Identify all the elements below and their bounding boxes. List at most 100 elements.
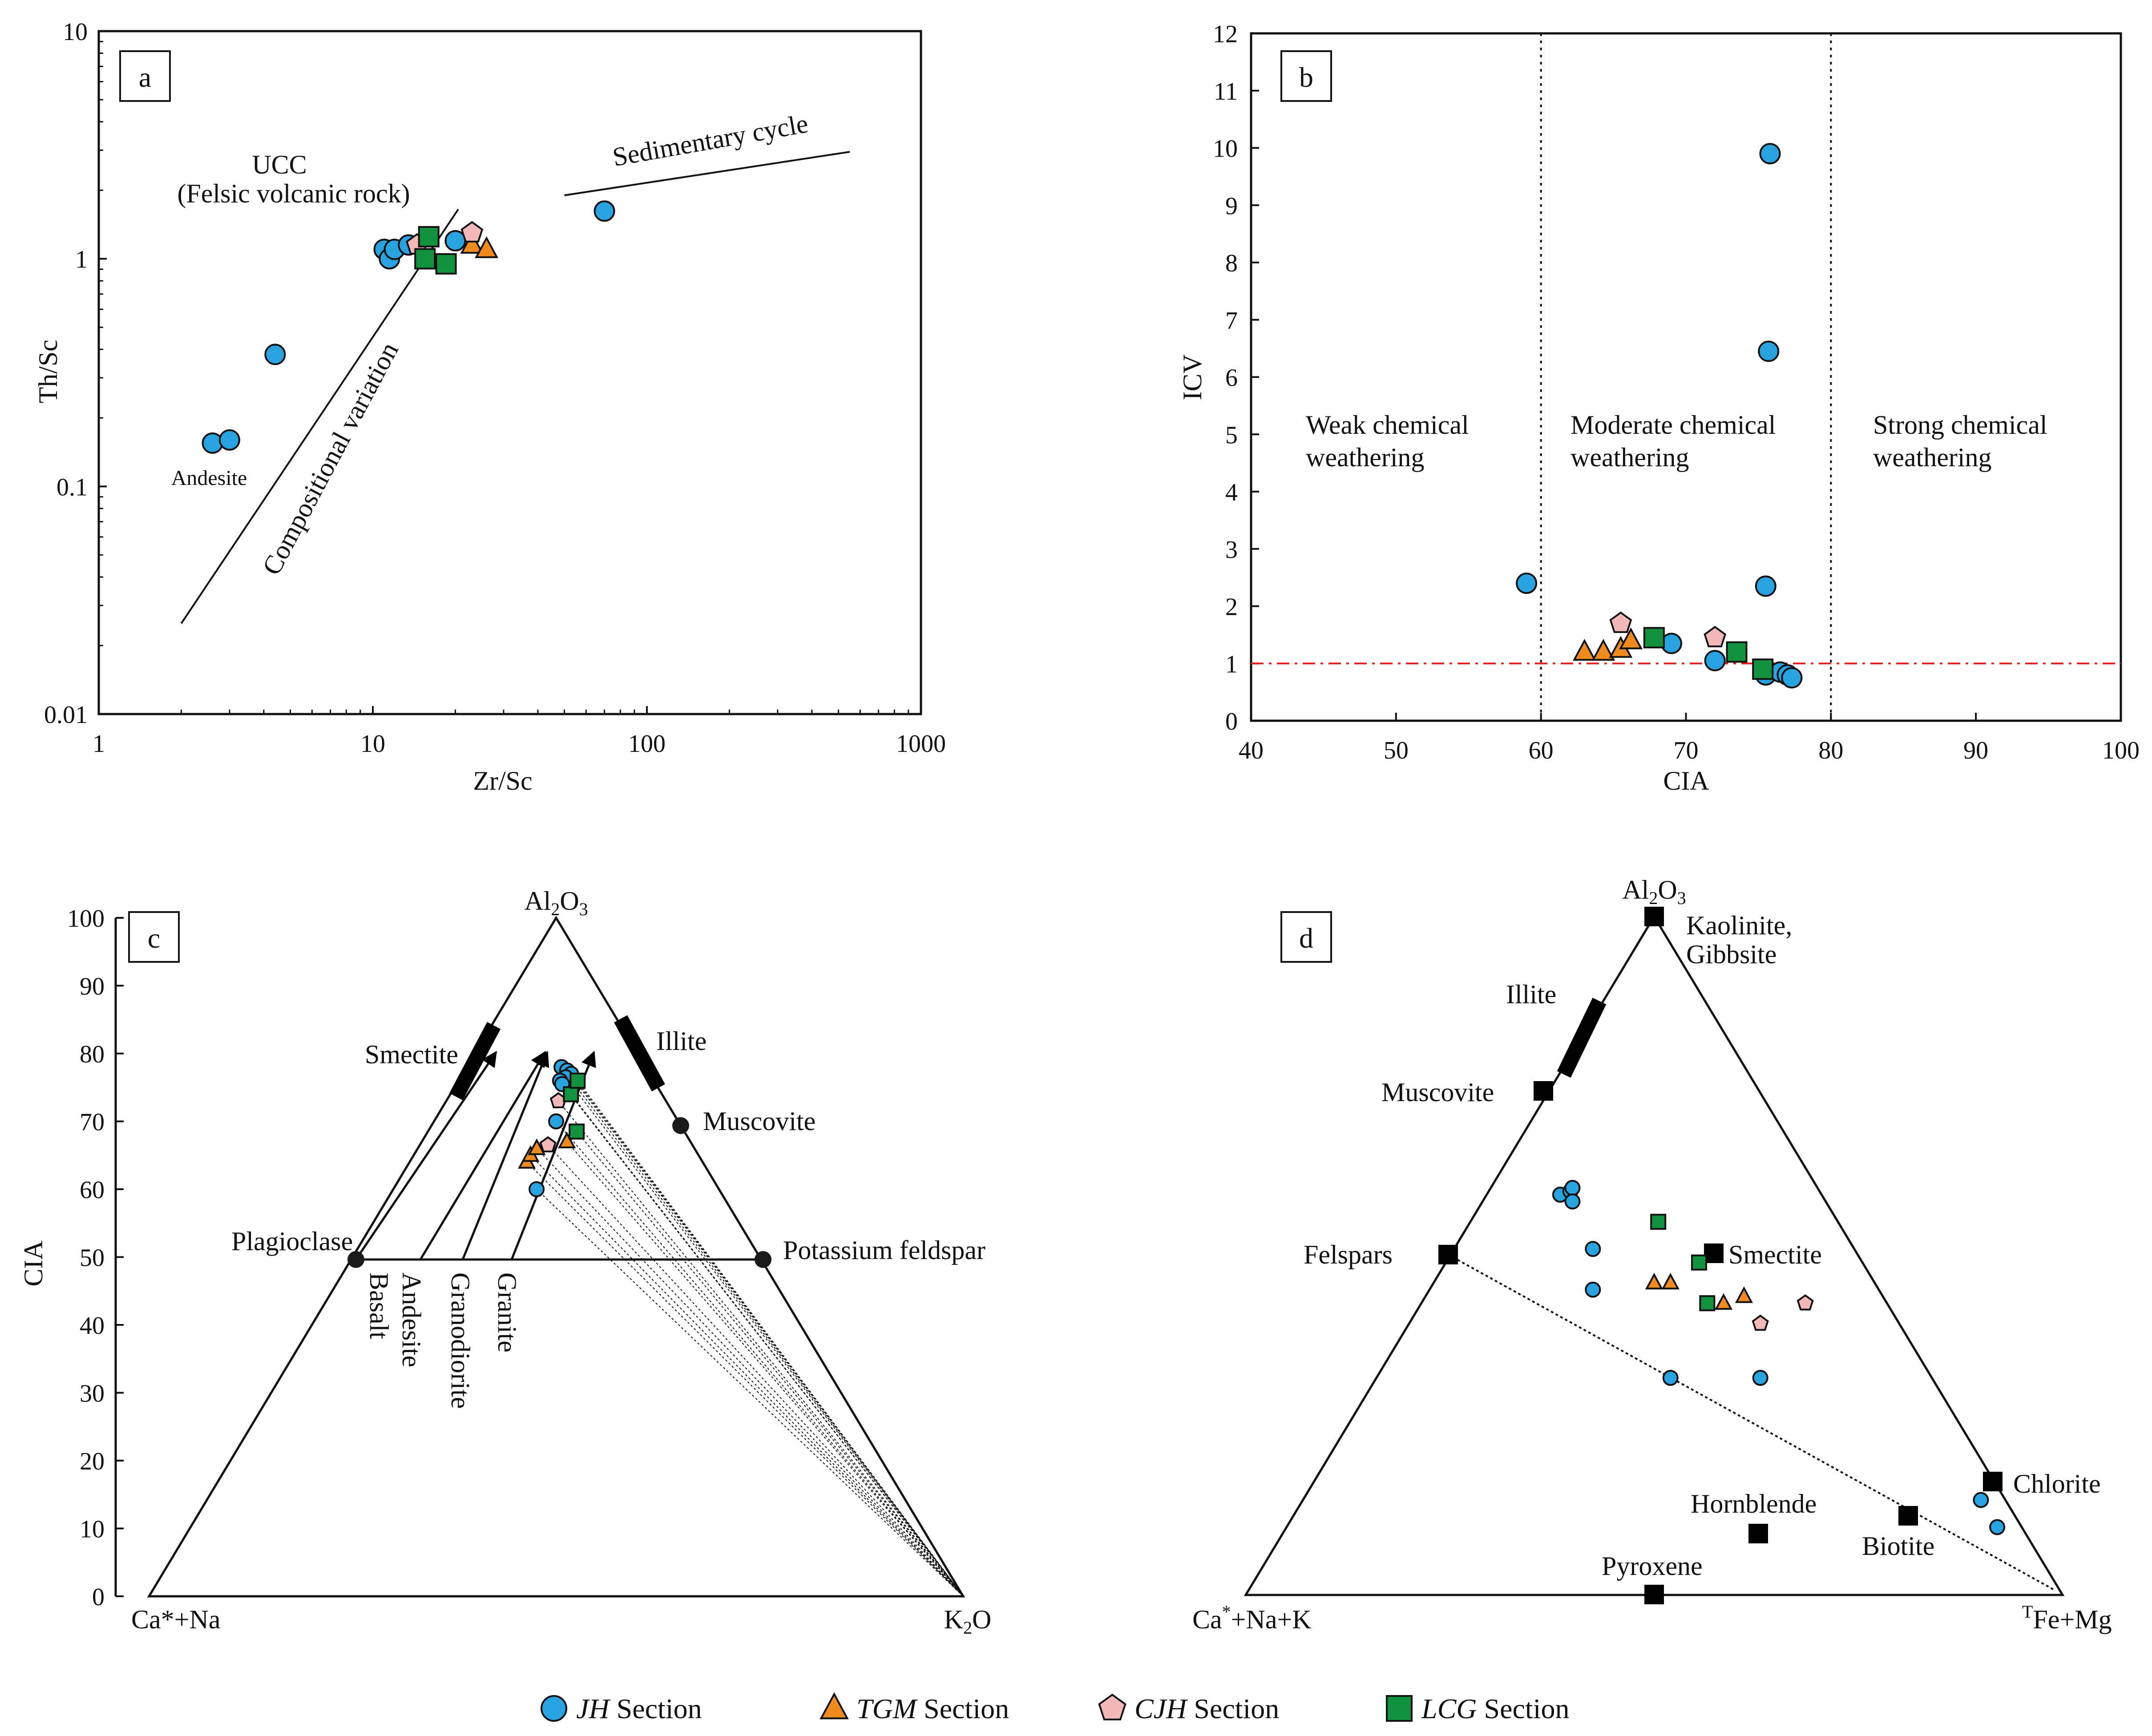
smectite-label: Smectite (365, 1040, 458, 1069)
ucc-label: UCC (252, 150, 307, 179)
panel-a-point-jh (218, 429, 240, 451)
panel-d-point-jh (1585, 1241, 1601, 1257)
panel-b-point-lcg (1726, 641, 1748, 663)
panel-b-ytick-label: 9 (1225, 192, 1238, 220)
panel-d-apex-top: Al2O3 (1622, 875, 1686, 908)
panel-c-ytick-label: 20 (80, 1448, 105, 1475)
panel-c-point-lcg (569, 1073, 586, 1089)
panel-b-point-jh (1704, 650, 1726, 671)
panel-b-point-tgm (1591, 638, 1615, 661)
panel-b-xtick-label: 50 (1384, 737, 1409, 764)
panel-b-point-jh (1781, 667, 1803, 689)
panel-c-point-lcg (569, 1123, 585, 1140)
legend-label: LCG Section (1421, 1693, 1569, 1724)
panel-c: c 0 10 20 30 40 50 60 70 80 90 100 CIA Plagioclase… (19, 886, 991, 1638)
mixing-line (566, 1141, 964, 1597)
panel-a-ytick-label: 0.1 (57, 473, 88, 501)
legend-item-cjh: CJH Section (1098, 1693, 1279, 1724)
panel-b-frame (1250, 32, 2122, 722)
panel-a-frame (97, 30, 922, 715)
panel-b-xtick-label: 80 (1818, 737, 1843, 764)
panel-b-ylabel: ICV (1178, 354, 1207, 400)
legend-item-jh: JH Section (541, 1693, 702, 1724)
legend-label: JH Section (576, 1693, 702, 1724)
compositional-variation-label: Compositional variation (257, 337, 404, 580)
smectite-node-d (1704, 1243, 1724, 1263)
panel-a: a 1 10 100 1000 0.01 0.1 1 10 Zr/Sc Th/Sc UCC (… (33, 18, 946, 795)
kaolinite-node (1644, 907, 1664, 926)
legend-item-tgm: TGM Section (820, 1692, 1009, 1724)
panel-c-cia-ticks: 0 10 20 30 40 50 60 70 80 90 100 (67, 905, 124, 1611)
panel-c-ytick-label: 70 (80, 1109, 105, 1136)
legend-marker-lcg (1386, 1695, 1413, 1722)
plagioclase-label: Plagioclase (231, 1227, 353, 1256)
panel-c-ytick-label: 40 (80, 1312, 105, 1340)
panel-d-point-cjh (1752, 1314, 1769, 1331)
strong-zone-label-2: weathering (1873, 443, 1992, 472)
basalt-label: Basalt (364, 1272, 394, 1339)
panel-a-point-tgm (475, 236, 499, 258)
panel-b-ytick-label: 5 (1225, 421, 1238, 449)
panel-b-point-jh (1759, 143, 1781, 165)
panel-c-ylabel: CIA (19, 1240, 48, 1286)
panel-d-point-tgm (1661, 1272, 1680, 1290)
panel-a-xtick-label: 100 (628, 730, 666, 758)
weak-zone-label-2: weathering (1306, 443, 1425, 472)
panel-b-label: b (1299, 61, 1313, 93)
moderate-zone-label-2: weathering (1571, 443, 1689, 472)
strong-zone-label: Strong chemical (1873, 410, 2047, 440)
panel-c-label: c (148, 922, 160, 954)
panel-b-ytick-label: 8 (1225, 250, 1238, 277)
panel-b-point-lcg (1752, 658, 1774, 680)
panel-b-xtick-label: 90 (1963, 737, 1988, 764)
panel-b-ytick-label: 4 (1225, 479, 1238, 506)
panel-c-apex-top: Al2O3 (524, 886, 588, 919)
panel-c-label-box (128, 911, 180, 963)
plagioclase-node (347, 1251, 364, 1268)
panel-a-label-box (119, 50, 171, 102)
panel-d-point-jh (1585, 1281, 1601, 1298)
feldspar-fe-mg-tie-line (1448, 1254, 2056, 1591)
panel-d-label: d (1299, 922, 1313, 954)
panel-d-point-jh (1564, 1180, 1581, 1196)
panel-a-ytick-label: 1 (75, 246, 88, 274)
panel-b-xtick-label: 100 (2102, 737, 2140, 764)
illite-bar-d (1557, 997, 1607, 1078)
panel-d-point-tgm (1714, 1293, 1733, 1310)
chlorite-node (1983, 1472, 2003, 1491)
panel-d-point-lcg (1691, 1254, 1707, 1271)
panel-c-ytick-label: 50 (80, 1244, 105, 1272)
mixing-line (565, 1077, 964, 1597)
panel-b-ytick-label: 10 (1213, 135, 1238, 163)
moderate-zone-label: Moderate chemical (1571, 410, 1776, 440)
panel-b-ytick-label: 2 (1225, 593, 1238, 621)
ucc-sublabel: (Felsic volcanic rock) (177, 179, 410, 208)
panel-d-point-jh (1989, 1519, 2006, 1535)
panel-a-xtick-label: 10 (360, 730, 385, 758)
panel-a-ticks: 1 10 100 1000 0.01 0.1 1 10 (44, 18, 946, 758)
panel-b-ytick-label: 3 (1225, 536, 1238, 564)
mixing-line (536, 1189, 964, 1597)
panel-c-ytick-label: 80 (80, 1041, 105, 1068)
panel-d-point-tgm (1735, 1286, 1753, 1303)
panel-a-point-lcg (414, 248, 436, 270)
panel-c-point-tgm (558, 1131, 576, 1149)
panel-a-points (202, 200, 615, 454)
panel-b-ytick-label: 0 (1225, 708, 1238, 735)
panel-d-point-lcg (1699, 1295, 1716, 1312)
legend-marker-jh (541, 1695, 567, 1722)
panel-d-point-cjh (1797, 1294, 1814, 1311)
panel-c-apex-right: K2O (944, 1605, 992, 1638)
panel-a-ytick-label: 0.01 (44, 701, 88, 729)
andesite-rock-label: Andesite (397, 1272, 426, 1367)
panel-d-apex-right: TFe+Mg (2022, 1602, 2112, 1634)
panel-c-ytick-label: 0 (92, 1583, 105, 1611)
pyroxene-node (1644, 1585, 1664, 1604)
legend-label: CJH Section (1135, 1693, 1279, 1724)
panel-c-point-tgm (528, 1138, 546, 1155)
mixing-line (556, 1121, 964, 1597)
panel-b-point-tgm (1619, 627, 1643, 650)
